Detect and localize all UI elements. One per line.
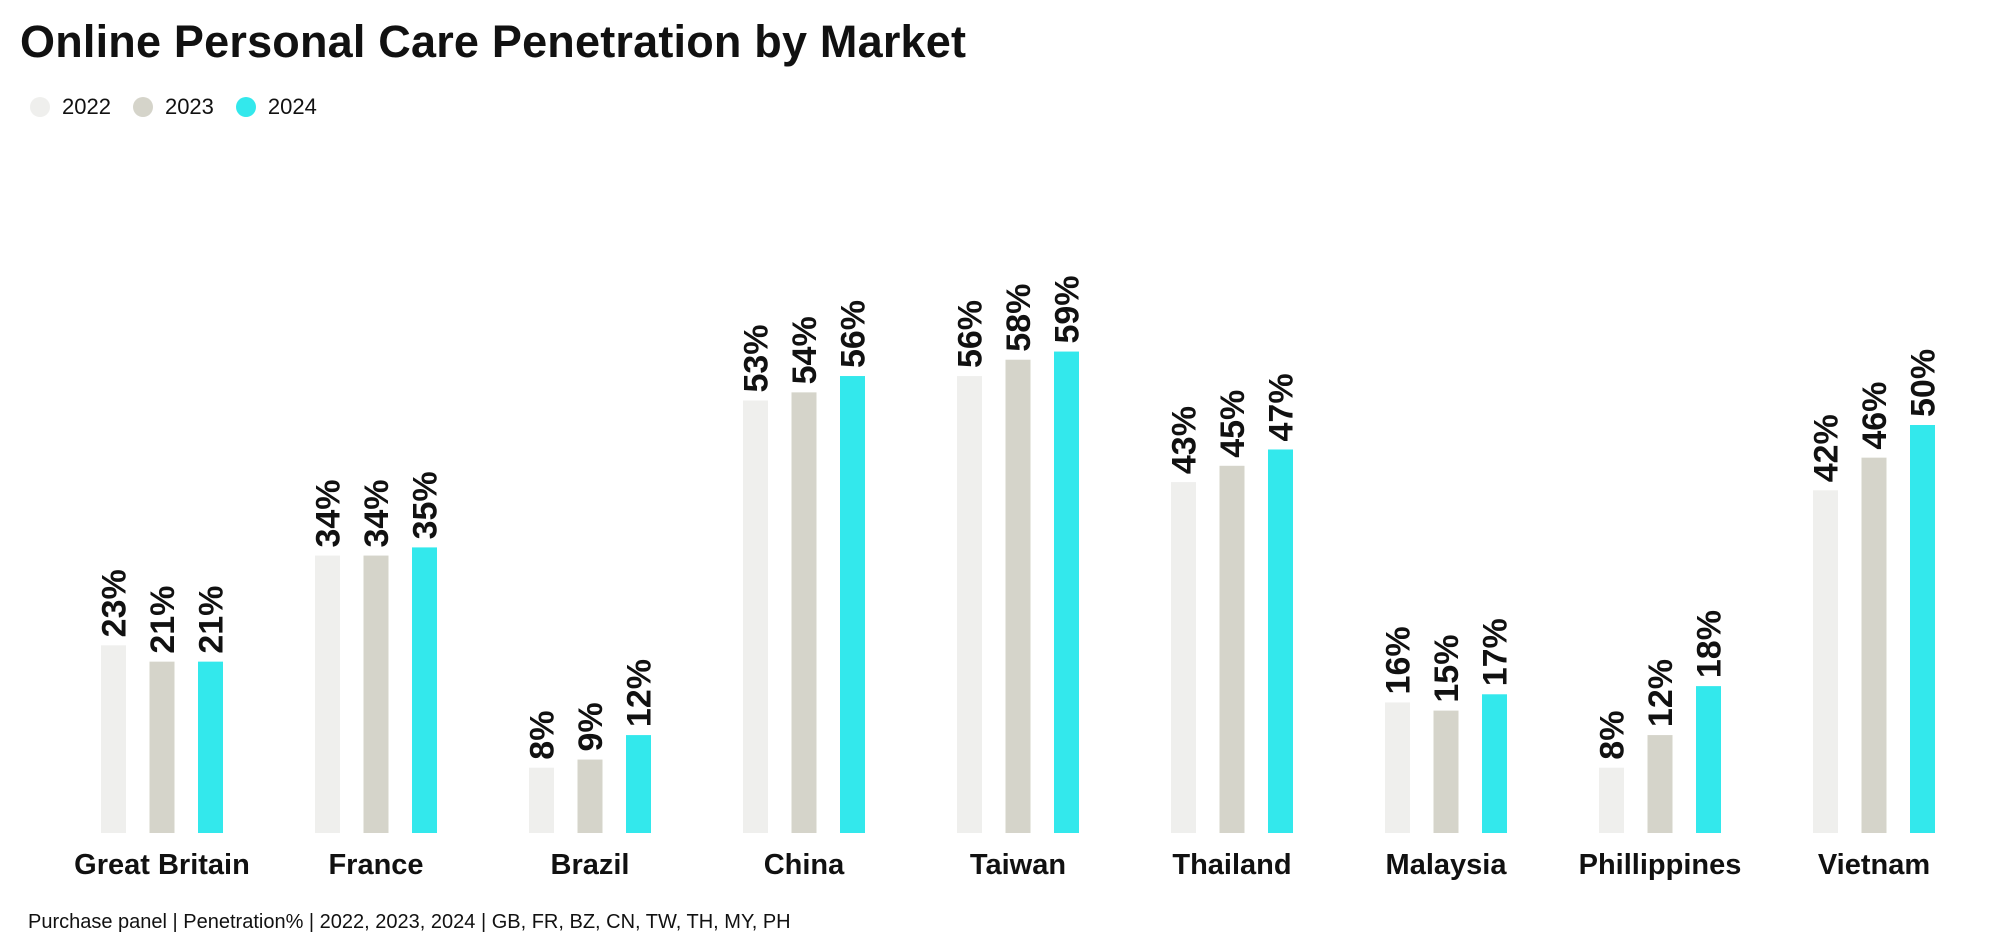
bar-great-britain-2022: [101, 645, 126, 833]
category-label-thailand: Thailand: [1172, 849, 1291, 881]
bar-great-britain-2023: [149, 661, 175, 833]
bar-malaysia-2022: [1385, 702, 1410, 833]
data-label-vietnam-2024: 50%: [1905, 349, 1943, 417]
bar-france-2023: [363, 555, 389, 833]
data-label-great-britain-2022: 23%: [96, 569, 134, 637]
chart-title: Online Personal Care Penetration by Mark…: [20, 16, 967, 67]
bar-malaysia-2023: [1433, 710, 1459, 833]
bar-china-2023: [791, 392, 817, 833]
bar-thailand-2024: [1268, 449, 1293, 833]
bar-great-britain-2024: [198, 661, 223, 833]
category-label-france: France: [328, 849, 423, 881]
legend-swatch-2023: [132, 97, 153, 117]
bar-brazil-2022: [529, 767, 554, 833]
data-label-france-2023: 34%: [358, 479, 396, 547]
data-label-malaysia-2024: 17%: [1477, 618, 1515, 686]
category-label-phillippines: Phillippines: [1579, 849, 1742, 881]
data-label-taiwan-2023: 58%: [1000, 284, 1038, 352]
category-label-taiwan: Taiwan: [970, 849, 1066, 881]
data-label-china-2023: 54%: [786, 316, 824, 384]
data-label-phillippines-2024: 18%: [1691, 610, 1729, 678]
data-label-china-2024: 56%: [835, 300, 873, 368]
legend-item-2024: 2024: [235, 94, 317, 120]
legend-item-2022: 2022: [30, 94, 111, 120]
data-label-brazil-2022: 8%: [524, 711, 562, 760]
data-label-thailand-2024: 47%: [1263, 373, 1301, 441]
bar-taiwan-2023: [1005, 359, 1031, 833]
data-label-thailand-2022: 43%: [1166, 406, 1204, 474]
bar-taiwan-2024: [1054, 351, 1079, 833]
data-label-phillippines-2023: 12%: [1642, 659, 1680, 727]
bar-thailand-2023: [1219, 465, 1245, 833]
bar-phillippines-2024: [1696, 686, 1721, 833]
chart-legend: 2022 2023 2024: [30, 94, 339, 120]
legend-label-2024: 2024: [267, 94, 317, 119]
legend-label-2023: 2023: [164, 94, 214, 119]
data-label-malaysia-2022: 16%: [1380, 626, 1418, 694]
bar-france-2024: [412, 547, 437, 833]
bar-china-2022: [743, 400, 768, 833]
data-label-malaysia-2023: 15%: [1428, 635, 1466, 703]
data-label-france-2022: 34%: [310, 479, 348, 547]
category-label-brazil: Brazil: [551, 849, 630, 881]
legend-swatch-2022: [30, 97, 50, 117]
category-label-china: China: [764, 849, 845, 881]
bar-china-2024: [840, 376, 865, 833]
category-label-vietnam: Vietnam: [1818, 849, 1930, 881]
category-label-malaysia: Malaysia: [1386, 849, 1508, 881]
data-label-china-2022: 53%: [738, 324, 776, 392]
data-label-great-britain-2024: 21%: [193, 586, 231, 654]
legend-label-2022: 2022: [62, 94, 111, 119]
bar-phillippines-2022: [1599, 767, 1624, 833]
data-label-taiwan-2022: 56%: [952, 300, 990, 368]
footnote: Purchase panel | Penetration% | 2022, 20…: [28, 911, 791, 933]
data-label-vietnam-2023: 46%: [1856, 382, 1894, 450]
data-label-france-2024: 35%: [407, 471, 445, 539]
bar-france-2022: [315, 555, 340, 833]
data-label-thailand-2023: 45%: [1214, 390, 1252, 458]
bar-taiwan-2022: [957, 376, 982, 833]
data-label-taiwan-2024: 59%: [1049, 275, 1087, 343]
bar-thailand-2022: [1171, 482, 1196, 833]
bar-brazil-2023: [577, 759, 603, 833]
legend-item-2023: 2023: [132, 94, 214, 120]
bar-vietnam-2022: [1813, 490, 1838, 833]
bar-phillippines-2023: [1647, 735, 1673, 833]
data-label-vietnam-2022: 42%: [1808, 414, 1846, 482]
data-label-phillippines-2022: 8%: [1594, 711, 1632, 760]
data-label-brazil-2023: 9%: [572, 702, 610, 751]
data-label-brazil-2024: 12%: [621, 659, 659, 727]
data-label-great-britain-2023: 21%: [144, 586, 182, 654]
bar-vietnam-2023: [1861, 457, 1887, 833]
legend-swatch-2024: [235, 97, 256, 117]
bar-malaysia-2024: [1482, 694, 1507, 833]
bar-vietnam-2024: [1910, 425, 1935, 833]
category-label-great-britain: Great Britain: [74, 849, 250, 881]
bar-brazil-2024: [626, 735, 651, 833]
